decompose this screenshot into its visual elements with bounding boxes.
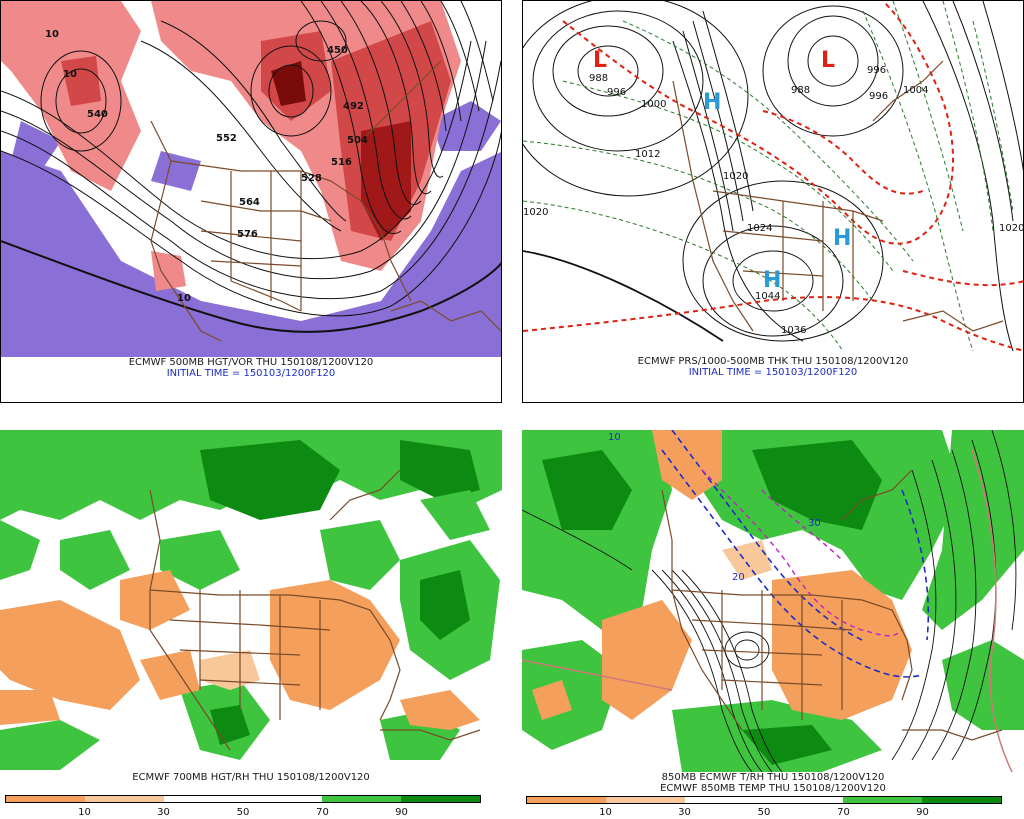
legend-swatch xyxy=(85,796,164,802)
p1-contour-label: 504 xyxy=(347,135,368,146)
legend-swatch xyxy=(922,797,1001,803)
p3-title: ECMWF 700MB HGT/RH THU 150108/1200V120 xyxy=(132,772,370,783)
p2-isobar-label: 996 xyxy=(869,91,888,102)
p4-rh-color-legend xyxy=(526,796,1002,804)
p1-contour-label: 492 xyxy=(343,101,364,112)
legend-swatch xyxy=(527,797,606,803)
map-700mb xyxy=(0,430,502,770)
p2-isobar-label: 1012 xyxy=(635,149,660,160)
p4-isotherm-label: 30 xyxy=(808,518,821,529)
legend-tick: 10 xyxy=(78,807,91,818)
p2-isobar-label: 996 xyxy=(867,65,886,76)
panel-700mb-hgt-rh: ECMWF 700MB HGT/RH THU 150108/1200V120 1… xyxy=(0,430,502,819)
high-pressure-center: H xyxy=(833,226,851,251)
p1-contour-label: 516 xyxy=(331,157,352,168)
legend-swatch xyxy=(606,797,685,803)
legend-tick: 50 xyxy=(236,807,250,818)
p2-isobar-label: 1024 xyxy=(747,223,772,234)
legend-tick: 10 xyxy=(599,807,612,818)
legend-swatch xyxy=(164,796,243,802)
high-pressure-center: H xyxy=(703,90,721,115)
p4-subtitle: ECMWF 850MB TEMP THU 150108/1200V120 xyxy=(660,783,886,794)
legend-swatch xyxy=(401,796,480,802)
p2-isobar-label: 1036 xyxy=(781,325,806,336)
legend-tick: 90 xyxy=(395,807,408,818)
low-pressure-center: L xyxy=(821,48,835,73)
p1-contour-label: 540 xyxy=(87,109,108,120)
p3-legend-ticks: 10 30 50 70 90 xyxy=(5,807,481,819)
panel-850mb-t-rh: 10 20 30 850MB ECMWF T/RH THU 150108/120… xyxy=(522,430,1024,819)
p1-contour-label: 528 xyxy=(301,173,322,184)
high-pressure-center: H xyxy=(763,268,781,293)
panel-prs-thk: H H H L L 996 1000 1012 1020 1024 1044 1… xyxy=(522,0,1024,403)
legend-swatch xyxy=(764,797,843,803)
p2-isobar-label: 988 xyxy=(791,85,810,96)
legend-tick: 90 xyxy=(916,807,929,818)
p2-isobar-label: 1044 xyxy=(755,291,780,302)
p2-isobar-label: 1020 xyxy=(999,223,1024,234)
p4-isotherm-label: 10 xyxy=(608,432,621,443)
legend-swatch xyxy=(6,796,85,802)
p4-isotherm-label: 20 xyxy=(732,572,745,583)
p4-title: 850MB ECMWF T/RH THU 150108/1200V120 xyxy=(661,772,885,783)
p2-isobar-label: 1000 xyxy=(641,99,666,110)
map-prs-thk: H H H L L 996 1000 1012 1020 1024 1044 1… xyxy=(523,1,1024,351)
p1-contour-label: 552 xyxy=(216,133,237,144)
p4-legend-ticks: 10 30 50 70 90 xyxy=(526,807,1002,819)
p1-contour-label: 10 xyxy=(177,293,191,304)
p1-title: ECMWF 500MB HGT/VOR THU 150108/1200V120 xyxy=(128,357,374,368)
legend-tick: 50 xyxy=(757,807,771,818)
p2-isobar-label: 1020 xyxy=(523,207,548,218)
p1-init-time: INITIAL TIME = 150103/1200F120 xyxy=(166,368,336,379)
low-pressure-center: L xyxy=(593,48,607,73)
map-500mb: 10 10 552 564 576 492 504 516 528 540 45… xyxy=(1,1,501,357)
legend-tick: 70 xyxy=(316,807,329,818)
legend-swatch xyxy=(685,797,764,803)
p1-contour-label: 576 xyxy=(237,229,258,240)
p1-contour-label: 10 xyxy=(63,69,77,80)
legend-tick: 70 xyxy=(837,807,850,818)
legend-swatch xyxy=(843,797,922,803)
p2-isobar-label: 996 xyxy=(607,87,626,98)
p3-rh-color-legend xyxy=(5,795,481,803)
p1-contour-label: 564 xyxy=(239,197,260,208)
legend-swatch xyxy=(322,796,401,802)
p2-title: ECMWF PRS/1000-500MB THK THU 150108/1200… xyxy=(637,356,909,367)
legend-swatch xyxy=(243,796,322,802)
p2-isobar-label: 988 xyxy=(589,73,608,84)
legend-tick: 30 xyxy=(157,807,170,818)
map-850mb: 10 20 30 xyxy=(522,430,1024,772)
p1-contour-label: 10 xyxy=(45,29,59,40)
p2-isobar-label: 1020 xyxy=(723,171,748,182)
p2-isobar-label: 1004 xyxy=(903,85,928,96)
p1-contour-label: 450 xyxy=(327,45,348,56)
legend-tick: 30 xyxy=(678,807,691,818)
p2-init-time: INITIAL TIME = 150103/1200F120 xyxy=(688,367,858,378)
panel-500mb-hgt-vor: 10 10 552 564 576 492 504 516 528 540 45… xyxy=(0,0,502,403)
